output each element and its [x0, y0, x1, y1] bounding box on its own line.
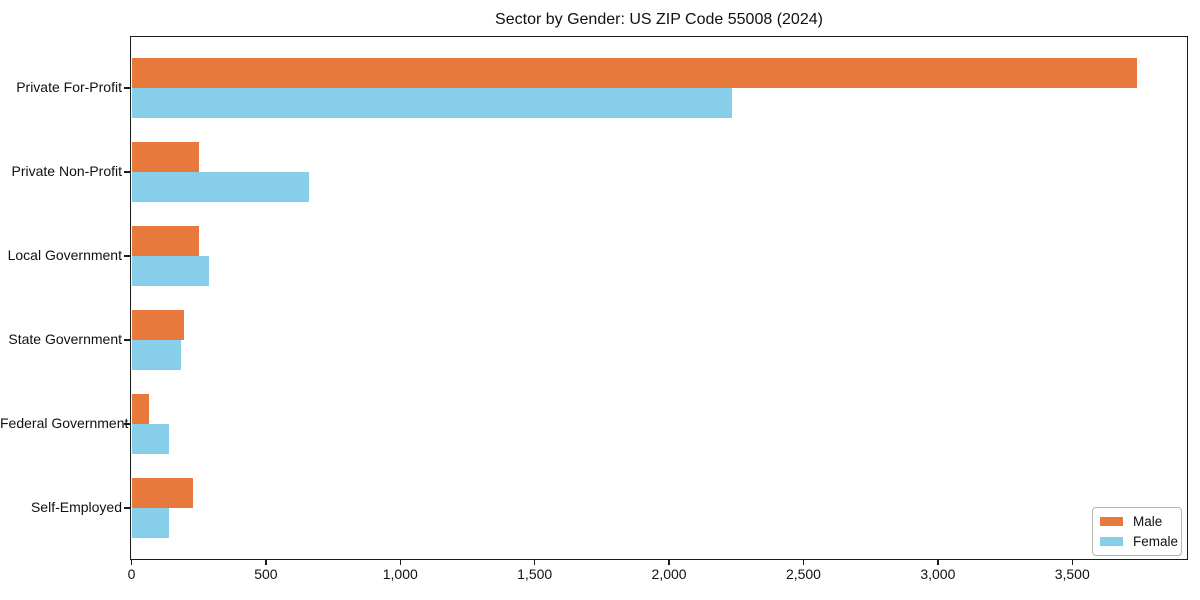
x-tick-mark	[533, 560, 536, 565]
female-series-swatch	[1100, 537, 1123, 546]
y-tick-mark	[124, 87, 130, 89]
x-tick-label-3000: 3,000	[920, 566, 956, 582]
x-tick-label-1000: 1,000	[382, 566, 418, 582]
bar-female-state-government	[131, 340, 182, 370]
x-tick-label-2500: 2,500	[785, 566, 821, 582]
y-tick-mark	[124, 171, 130, 173]
x-tick-label-2000: 2,000	[651, 566, 687, 582]
bar-male-private-non-profit	[131, 142, 199, 172]
bar-male-private-for-profit	[131, 58, 1137, 88]
x-tick-mark	[265, 560, 267, 565]
x-tick-mark	[1071, 560, 1073, 565]
x-tick-label-1500: 1,500	[517, 566, 553, 582]
x-tick-label-500: 500	[254, 566, 278, 582]
y-tick-mark	[124, 507, 130, 509]
x-tick-mark	[668, 560, 670, 565]
x-tick-mark	[130, 560, 133, 565]
x-tick-label-3500: 3,500	[1054, 566, 1090, 582]
bar-female-local-government	[131, 256, 210, 286]
y-tick-label-private-non-profit: Private Non-Profit	[11, 163, 122, 179]
y-tick-label-state-government: State Government	[8, 331, 122, 347]
plot-area	[130, 36, 1188, 560]
bar-female-private-for-profit	[131, 88, 733, 118]
bar-female-federal-government	[131, 424, 169, 454]
legend-label-male: Male	[1133, 514, 1163, 529]
x-tick-label-0: 0	[127, 566, 136, 582]
bar-female-private-non-profit	[131, 172, 309, 202]
bar-male-self-employed	[131, 478, 193, 508]
bar-male-local-government	[131, 226, 199, 256]
male-series-swatch	[1100, 517, 1123, 526]
bar-male-state-government	[131, 310, 184, 340]
y-tick-mark	[124, 255, 130, 257]
x-tick-mark	[937, 560, 939, 565]
y-tick-label-local-government: Local Government	[7, 247, 122, 263]
x-tick-mark	[399, 560, 402, 565]
y-tick-label-private-for-profit: Private For-Profit	[16, 79, 122, 95]
y-tick-label-self-employed: Self-Employed	[30, 499, 122, 515]
legend-row-female: Female	[1100, 534, 1178, 549]
legend-row-male: Male	[1100, 514, 1173, 529]
y-tick-mark	[124, 423, 130, 425]
x-tick-mark	[802, 560, 805, 565]
bar-male-federal-government	[131, 394, 149, 424]
bar-female-self-employed	[131, 508, 170, 538]
y-tick-label-federal-government: Federal Government	[0, 415, 129, 431]
chart-title: Sector by Gender: US ZIP Code 55008 (202…	[495, 11, 823, 28]
legend-label-female: Female	[1133, 534, 1179, 549]
y-tick-mark	[124, 339, 130, 341]
legend: Male Female	[1092, 507, 1182, 556]
